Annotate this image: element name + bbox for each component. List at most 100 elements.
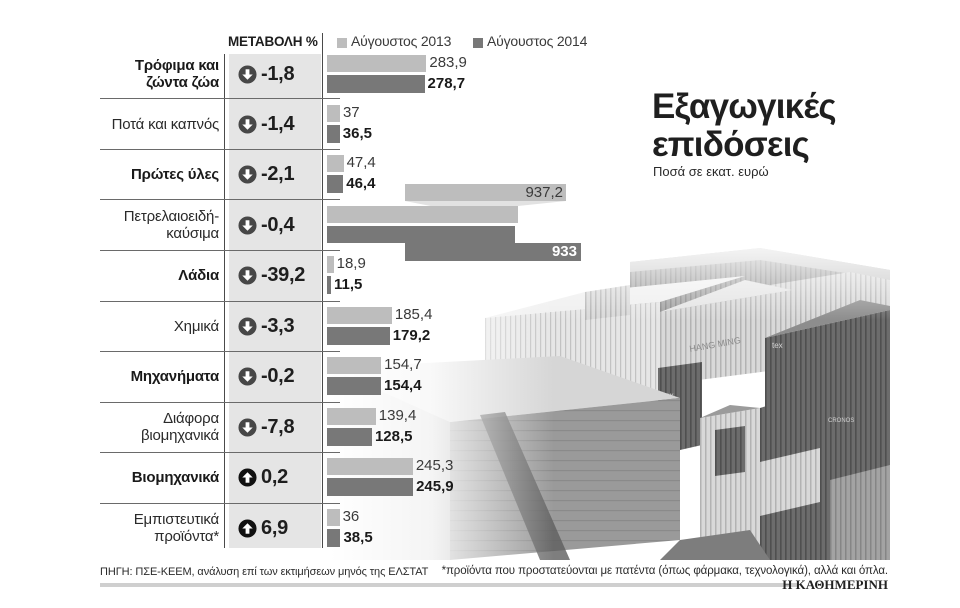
chart-title-line: επιδόσεις: [652, 125, 810, 164]
bar-2013: [327, 206, 518, 223]
table-row: Εμπιστευτικά προϊόντα* 6,9 36 38,5: [0, 503, 960, 553]
category-label-line: Διάφορα: [163, 410, 219, 427]
category-label: Πετρελαιοειδή-καύσιμα: [100, 200, 219, 250]
chart-title-line: Εξαγωγικές: [652, 87, 837, 126]
category-label-line: βιομηχανικά: [140, 427, 219, 444]
category-label-line: Χημικά: [173, 317, 219, 335]
category-label: Βιομηχανικά: [100, 452, 219, 502]
bar-group: 36 38,5: [327, 508, 373, 550]
row-divider: [100, 351, 340, 352]
change-cell: -0,2: [238, 351, 295, 401]
value-2013: 37: [342, 104, 360, 121]
category-label: Χημικά: [100, 301, 219, 351]
category-label-line: Εμπιστευτικά: [133, 511, 219, 528]
change-value: 6,9: [261, 516, 288, 539]
category-label-line: Λάδια: [178, 266, 219, 284]
arrow-down-circle-icon: [238, 265, 257, 285]
bar-2013: [327, 104, 340, 122]
bar-group: 185,4 179,2: [327, 306, 432, 348]
legend-label-2013: Αύγουστος 2013: [351, 33, 452, 49]
category-label: Τρόφιμα και ζώντα ζώα: [100, 49, 219, 99]
category-label-line: Τρόφιμα και: [134, 57, 219, 74]
category-label-line: Βιομηχανικά: [131, 468, 219, 486]
bar-2014: [327, 529, 341, 547]
value-2013: 47,4: [346, 154, 376, 171]
bar-group: 47,4 46,4: [327, 154, 376, 196]
value-2013: 18,9: [336, 255, 366, 272]
change-value: -7,8: [261, 415, 295, 438]
change-cell: -2,1: [238, 149, 295, 199]
bar-2014: [327, 327, 390, 345]
table-row: Ποτά και καπνός -1,4 37 36,5: [0, 99, 960, 149]
category-label: Εμπιστευτικά προϊόντα*: [100, 503, 219, 553]
bar-2014: [327, 428, 372, 446]
change-column-header: ΜΕΤΑΒΟΛΗ %: [228, 34, 318, 49]
category-label-line: Μηχανήματα: [130, 367, 220, 385]
value-2014: 46,4: [346, 175, 376, 192]
change-value: -0,4: [261, 213, 295, 236]
chart-title: Εξαγωγικές επιδόσεις: [652, 87, 837, 164]
containers-photo: HANG MING tex tex CRONOS: [330, 240, 890, 560]
value-2013: 154,7: [384, 356, 422, 373]
category-label: Μηχανήματα: [100, 351, 220, 401]
value-2014: 11,5: [334, 276, 363, 293]
bar-group: 154,7 154,4: [327, 356, 422, 398]
bar-group: 37 36,5: [327, 104, 372, 146]
change-cell: -0,4: [238, 200, 295, 250]
arrow-down-circle-icon: [238, 64, 257, 84]
value-2014: 154,4: [384, 377, 422, 394]
bar-2013: [327, 306, 392, 324]
bar-2013: [327, 54, 427, 72]
category-label-line: προϊόντα*: [154, 528, 219, 545]
value-2013: 245,3: [415, 457, 454, 474]
arrow-down-circle-icon: [238, 114, 257, 134]
category-label-line: Πετρελαιοειδή-: [123, 208, 219, 225]
arrow-down-circle-icon: [238, 164, 257, 184]
change-value: -3,3: [261, 314, 295, 337]
footer-rule: [100, 583, 798, 587]
bar-2014: [327, 276, 332, 294]
row-divider: [100, 452, 340, 453]
change-value: -1,4: [261, 112, 295, 135]
bar-2013: [327, 356, 382, 374]
row-divider: [100, 503, 340, 504]
bar-group: 245,3 245,9: [327, 457, 454, 499]
change-cell: -39,2: [238, 250, 305, 300]
table-row: Πρώτες ύλες -2,1 47,4 46,4: [0, 149, 960, 199]
change-cell: -3,3: [238, 301, 295, 351]
value-2014: 38,5: [343, 529, 373, 546]
arrow-down-circle-icon: [238, 215, 257, 235]
category-label: Ποτά και καπνός: [100, 99, 220, 149]
table-row: Βιομηχανικά 0,2 245,3 245,9: [0, 452, 960, 502]
change-value: 0,2: [261, 465, 288, 488]
footnote: *προϊόντα που προστατεύονται με πατέντα …: [441, 565, 889, 577]
category-label-line: καύσιμα: [166, 225, 219, 242]
arrow-down-circle-icon: [238, 316, 257, 336]
source-note: ΠΗΓΗ: ΠΣΕ-ΚΕΕΜ, ανάλυση επί των εκτιμήσε…: [100, 566, 429, 578]
table-row: Χημικά -3,3 185,4 179,2: [0, 301, 960, 351]
change-value: -0,2: [261, 364, 295, 387]
arrow-up-circle-icon: [238, 518, 257, 538]
bar-2014: [327, 226, 515, 243]
value-2014: 278,7: [427, 75, 466, 92]
bar-2014: [327, 478, 414, 496]
row-divider: [100, 149, 340, 150]
change-cell: -1,4: [238, 99, 295, 149]
column-divider-right: [322, 33, 323, 548]
table-row: Πετρελαιοειδή-καύσιμα -0,4: [0, 200, 960, 250]
row-divider: [100, 402, 340, 403]
value-2013: 937,2: [525, 184, 563, 201]
arrow-down-circle-icon: [238, 366, 257, 386]
value-2014: 179,2: [392, 327, 431, 344]
value-2014: 128,5: [374, 428, 413, 445]
chart-subtitle: Ποσά σε εκατ. ευρώ: [653, 164, 769, 179]
arrow-down-circle-icon: [238, 417, 257, 437]
change-cell: -7,8: [238, 402, 295, 452]
bar-2013: [327, 508, 340, 526]
bar-2014: [327, 75, 425, 93]
bar-2013: [327, 255, 334, 273]
table-row: Τρόφιμα και ζώντα ζώα -1,8 283,9 278,7: [0, 49, 960, 99]
change-value: -39,2: [261, 263, 306, 286]
bar-2014: [327, 125, 340, 143]
change-cell: 0,2: [238, 452, 288, 502]
